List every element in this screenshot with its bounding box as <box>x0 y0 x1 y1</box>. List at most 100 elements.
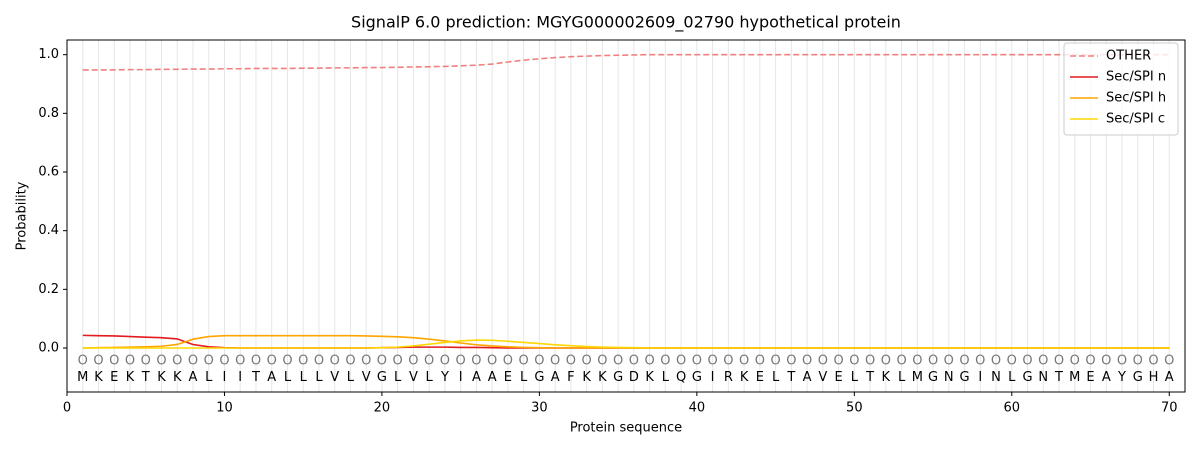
residue-label: A <box>189 370 198 385</box>
legend-label: Sec/SPI n <box>1106 70 1166 85</box>
residue-label: G <box>1133 370 1143 385</box>
prediction-label: O <box>786 354 796 369</box>
residue-label: V <box>330 370 339 385</box>
residue-label: M <box>1069 370 1080 385</box>
prediction-label: O <box>975 354 985 369</box>
prediction-label: O <box>408 354 418 369</box>
residue-label: L <box>315 370 323 385</box>
residue-label: I <box>459 370 463 385</box>
series-line <box>82 334 1170 349</box>
prediction-label: O <box>1133 354 1143 369</box>
prediction-label: O <box>582 354 592 369</box>
prediction-label: O <box>1101 354 1111 369</box>
residue-label: A <box>472 370 481 385</box>
residue-label: N <box>1038 370 1048 385</box>
x-tick-label: 60 <box>1004 401 1021 416</box>
residue-label: G <box>960 370 970 385</box>
residue-label: F <box>567 370 574 385</box>
prediction-label: O <box>597 354 607 369</box>
residue-label: Y <box>440 370 449 385</box>
residue-label: L <box>205 370 213 385</box>
residue-label: I <box>978 370 982 385</box>
prediction-label: O <box>156 354 166 369</box>
residue-label: V <box>818 370 827 385</box>
prediction-label: O <box>534 354 544 369</box>
prediction-label: O <box>802 354 812 369</box>
residue-label: V <box>409 370 418 385</box>
legend-label: Sec/SPI c <box>1106 112 1165 127</box>
residue-label: K <box>173 370 182 385</box>
y-tick-label: 0.2 <box>38 282 59 297</box>
residue-label: K <box>598 370 607 385</box>
x-tick-label: 0 <box>63 401 71 416</box>
prediction-label: O <box>660 354 670 369</box>
residue-label: V <box>362 370 371 385</box>
prediction-label: O <box>676 354 686 369</box>
prediction-label: O <box>944 354 954 369</box>
prediction-label: O <box>487 354 497 369</box>
series-line <box>82 53 1170 71</box>
residue-label: L <box>347 370 355 385</box>
residue-label: E <box>834 370 842 385</box>
prediction-label: O <box>833 354 843 369</box>
prediction-label: O <box>613 354 623 369</box>
residue-label: K <box>126 370 135 385</box>
residue-label: I <box>711 370 715 385</box>
x-tick-label: 40 <box>689 401 706 416</box>
residue-label: K <box>582 370 591 385</box>
residue-label: G <box>928 370 938 385</box>
residue-label: K <box>740 370 749 385</box>
prediction-label: O <box>393 354 403 369</box>
residue-label: A <box>1165 370 1174 385</box>
residue-label: L <box>662 370 670 385</box>
prediction-label: O <box>566 354 576 369</box>
prediction-label: O <box>928 354 938 369</box>
residue-label: K <box>645 370 654 385</box>
prediction-label: O <box>361 354 371 369</box>
prediction-label: O <box>1007 354 1017 369</box>
prediction-label: O <box>314 354 324 369</box>
residue-label: T <box>251 370 260 385</box>
prediction-label: O <box>1148 354 1158 369</box>
prediction-label: O <box>959 354 969 369</box>
residue-label: T <box>786 370 795 385</box>
residue-label: L <box>426 370 434 385</box>
prediction-label: O <box>377 354 387 369</box>
prediction-label: O <box>1117 354 1127 369</box>
residue-label: L <box>520 370 528 385</box>
residue-label: H <box>1149 370 1159 385</box>
series-line <box>82 339 1170 349</box>
prediction-label: O <box>93 354 103 369</box>
prediction-label: O <box>267 354 277 369</box>
prediction-label: O <box>109 354 119 369</box>
residue-label: A <box>1102 370 1111 385</box>
prediction-label: O <box>282 354 292 369</box>
chart-title: SignalP 6.0 prediction: MGYG000002609_02… <box>351 13 901 33</box>
legend-label: OTHER <box>1106 49 1151 64</box>
residue-label: L <box>898 370 906 385</box>
plot-frame <box>66 39 1186 393</box>
residue-label: A <box>267 370 276 385</box>
y-tick-label: 0.8 <box>38 106 59 121</box>
prediction-label: O <box>503 354 513 369</box>
residue-label: E <box>110 370 118 385</box>
x-tick-label: 30 <box>531 401 548 416</box>
prediction-label: O <box>629 354 639 369</box>
y-tick-label: 0.0 <box>38 341 59 356</box>
x-tick-label: 10 <box>216 401 233 416</box>
prediction-label: O <box>849 354 859 369</box>
prediction-label: O <box>912 354 922 369</box>
prediction-label: O <box>78 354 88 369</box>
prediction-label: O <box>251 354 261 369</box>
prediction-label: O <box>770 354 780 369</box>
prediction-label: O <box>818 354 828 369</box>
residue-label: G <box>534 370 544 385</box>
prediction-label: O <box>519 354 529 369</box>
prediction-label: O <box>188 354 198 369</box>
residue-label: T <box>865 370 874 385</box>
y-tick-label: 0.6 <box>38 165 59 180</box>
residue-label: Q <box>676 370 686 385</box>
prediction-label: O <box>1054 354 1064 369</box>
